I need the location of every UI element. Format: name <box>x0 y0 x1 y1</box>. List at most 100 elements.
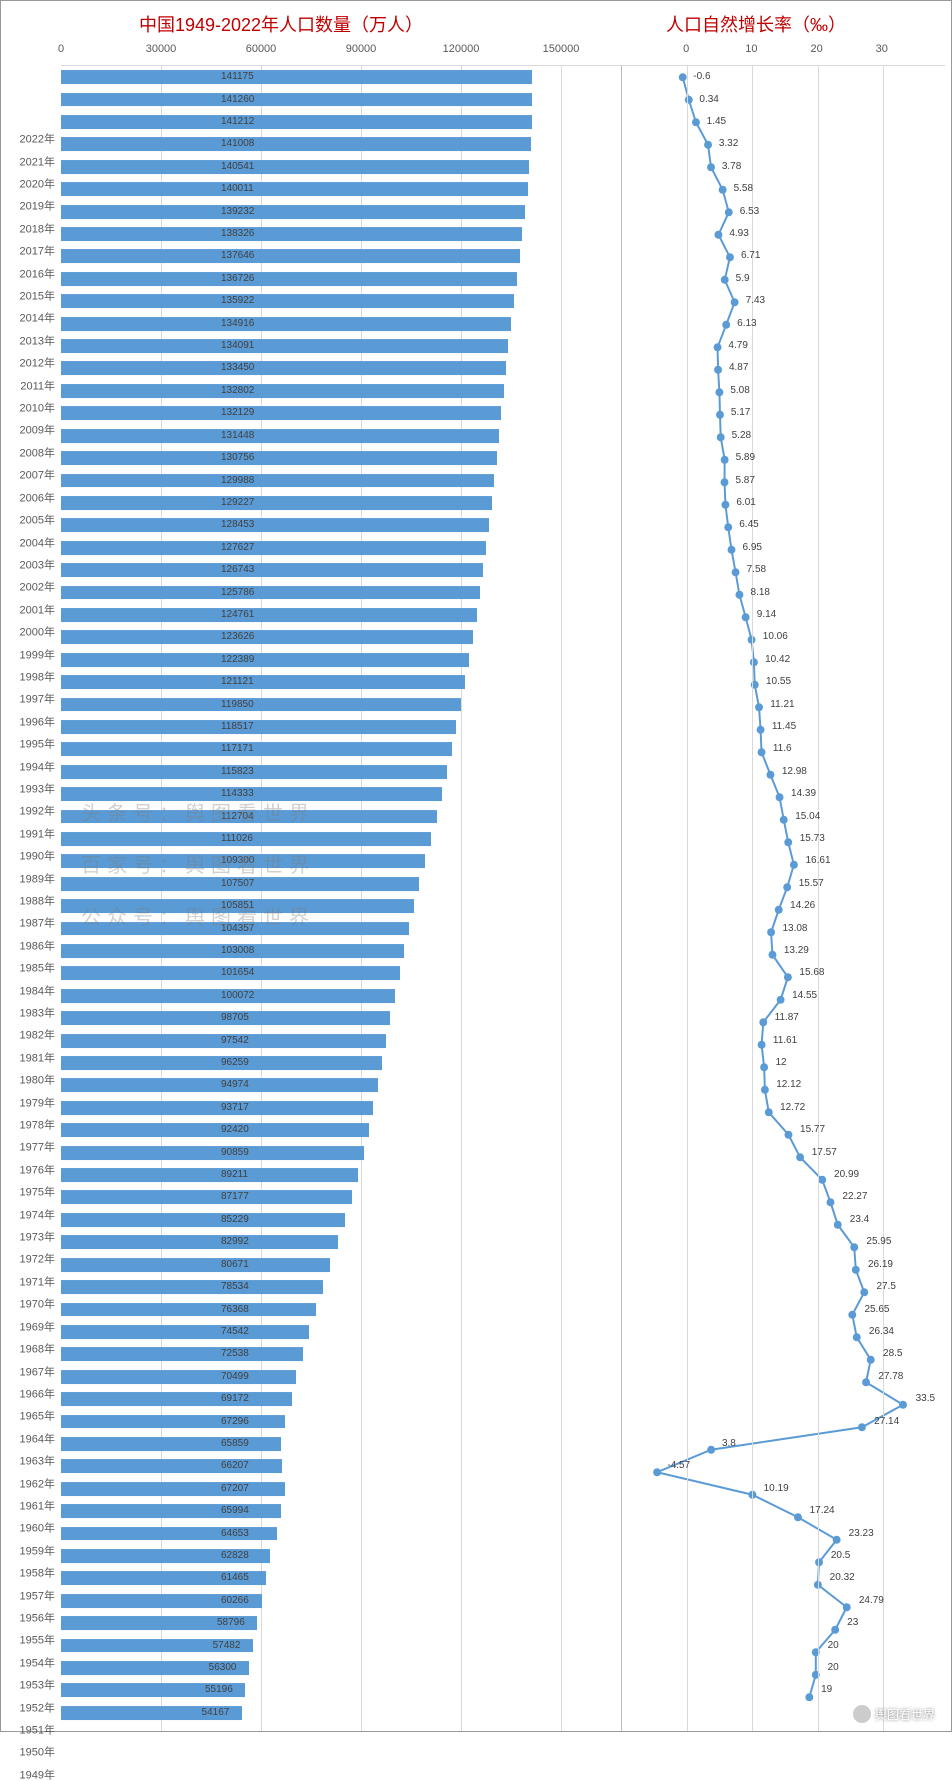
population-value-label: 126743 <box>221 565 254 575</box>
growth-marker <box>732 568 740 576</box>
line-axis-tick: 10 <box>745 43 757 55</box>
year-label: 2008年 <box>20 448 55 459</box>
population-bar <box>61 1258 330 1272</box>
growth-marker <box>731 298 739 306</box>
population-bar <box>61 742 452 756</box>
population-bar <box>61 272 517 286</box>
population-bar <box>61 1123 369 1137</box>
growth-marker <box>742 613 750 621</box>
year-label: 2010年 <box>20 404 55 415</box>
year-label: 2019年 <box>20 202 55 213</box>
growth-marker <box>750 658 758 666</box>
population-bar <box>61 451 497 465</box>
population-value-label: 61465 <box>221 1573 249 1583</box>
growth-value-label: 15.68 <box>799 968 824 978</box>
growth-value-label: 22.27 <box>842 1192 867 1202</box>
growth-marker <box>860 1288 868 1296</box>
population-value-label: 93717 <box>221 1103 249 1113</box>
growth-marker <box>818 1176 826 1184</box>
growth-marker <box>815 1558 823 1566</box>
population-value-label: 140541 <box>221 162 254 172</box>
population-value-label: 119850 <box>221 700 254 710</box>
growth-value-label: 5.87 <box>735 476 754 486</box>
growth-value-label: 33.5 <box>916 1394 935 1404</box>
population-bar <box>61 518 489 532</box>
year-label: 1962年 <box>20 1479 55 1490</box>
growth-value-label: 6.01 <box>736 498 755 508</box>
growth-marker <box>852 1266 860 1274</box>
growth-value-label: 14.26 <box>790 901 815 911</box>
growth-marker <box>755 703 763 711</box>
year-label: 1950年 <box>20 1748 55 1759</box>
x-axis-row: 0300006000090000120000150000 0102030 <box>1 37 951 65</box>
year-label: 1993年 <box>20 784 55 795</box>
population-value-label: 129227 <box>221 498 254 508</box>
year-label: 1989年 <box>20 874 55 885</box>
growth-value-label: 5.58 <box>734 184 753 194</box>
growth-marker <box>783 883 791 891</box>
growth-value-label: 24.79 <box>859 1596 884 1606</box>
year-label: 1953年 <box>20 1681 55 1692</box>
year-label: 1967年 <box>20 1367 55 1378</box>
growth-marker <box>862 1378 870 1386</box>
population-value-label: 70499 <box>221 1372 249 1382</box>
growth-value-label: 4.79 <box>728 341 747 351</box>
growth-value-label: 13.08 <box>782 924 807 934</box>
growth-value-label: 9.14 <box>757 610 776 620</box>
growth-value-label: 12.98 <box>782 767 807 777</box>
year-label: 2014年 <box>20 314 55 325</box>
growth-marker <box>707 163 715 171</box>
growth-value-label: 28.5 <box>883 1349 902 1359</box>
population-value-label: 97542 <box>221 1036 249 1046</box>
growth-marker <box>831 1626 839 1634</box>
year-label: 1973年 <box>20 1233 55 1244</box>
growth-value-label: 5.89 <box>736 453 755 463</box>
population-bar <box>61 362 506 376</box>
growth-value-label: 6.95 <box>743 543 762 553</box>
growth-marker <box>679 73 687 81</box>
growth-value-label: 14.39 <box>791 789 816 799</box>
population-value-label: 136726 <box>221 274 254 284</box>
growth-marker <box>790 861 798 869</box>
year-label: 1981年 <box>20 1053 55 1064</box>
population-bar <box>61 70 532 84</box>
population-value-label: 103008 <box>221 946 254 956</box>
year-label: 1972年 <box>20 1255 55 1266</box>
year-label: 1994年 <box>20 762 55 773</box>
footer-watermark: 舆图看世界 <box>853 1705 935 1723</box>
population-value-label: 105851 <box>221 901 254 911</box>
population-bar <box>61 765 447 779</box>
growth-marker <box>759 1018 767 1026</box>
growth-value-label: 6.71 <box>741 251 760 261</box>
population-value-label: 138326 <box>221 229 254 239</box>
growth-marker <box>785 1131 793 1139</box>
growth-value-label: 12.72 <box>780 1103 805 1113</box>
year-label: 1976年 <box>20 1165 55 1176</box>
year-label: 2016年 <box>20 269 55 280</box>
population-value-label: 85229 <box>221 1215 249 1225</box>
population-value-label: 129988 <box>221 476 254 486</box>
growth-marker <box>850 1243 858 1251</box>
growth-marker <box>766 771 774 779</box>
population-bar <box>61 294 514 308</box>
population-value-label: 55196 <box>205 1685 233 1695</box>
year-label: 2018年 <box>20 224 55 235</box>
population-value-label: 74542 <box>221 1327 249 1337</box>
year-label: 1978年 <box>20 1121 55 1132</box>
growth-value-label: 8.18 <box>751 588 770 598</box>
growth-marker <box>685 96 693 104</box>
population-value-label: 111026 <box>221 834 253 844</box>
bar-axis-tick: 0 <box>58 43 64 55</box>
population-bar <box>61 384 504 398</box>
growth-marker <box>777 996 785 1004</box>
growth-marker <box>853 1333 861 1341</box>
growth-marker <box>796 1153 804 1161</box>
growth-value-label: 23 <box>847 1618 858 1628</box>
population-bar <box>61 630 473 644</box>
population-bar <box>61 182 528 196</box>
growth-marker <box>735 591 743 599</box>
population-value-label: 98705 <box>221 1013 249 1023</box>
line-axis-tick: 0 <box>683 43 689 55</box>
bar-chart-title: 中国1949-2022年人口数量（万人） <box>1 11 561 37</box>
growth-marker <box>827 1198 835 1206</box>
